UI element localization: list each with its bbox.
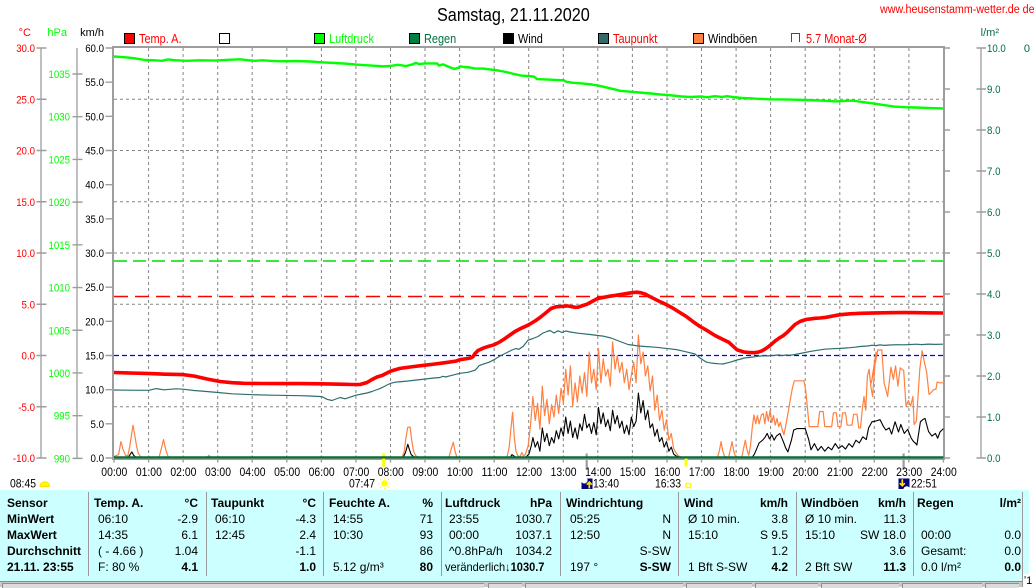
svg-text:08:45: 08:45 xyxy=(10,477,36,491)
svg-text:1035: 1035 xyxy=(49,69,71,81)
svg-text:hPa: hPa xyxy=(47,27,67,39)
svg-text:18:00: 18:00 xyxy=(723,465,749,479)
svg-text:3.0: 3.0 xyxy=(987,330,1001,342)
svg-text:19:00: 19:00 xyxy=(758,465,784,479)
svg-text:0: 0 xyxy=(1024,43,1030,55)
svg-text:1020: 1020 xyxy=(49,197,71,209)
svg-text:21:00: 21:00 xyxy=(827,465,853,479)
svg-text:6.0: 6.0 xyxy=(987,207,1001,219)
svg-text:15.0: 15.0 xyxy=(85,351,104,363)
svg-text:16:00: 16:00 xyxy=(654,465,680,479)
svg-text:17:00: 17:00 xyxy=(689,465,715,479)
svg-text:24:00: 24:00 xyxy=(931,465,957,479)
svg-text:01:00: 01:00 xyxy=(136,465,162,479)
svg-text:23:00: 23:00 xyxy=(896,465,922,479)
svg-text:09:00: 09:00 xyxy=(412,465,438,479)
svg-text:10.0: 10.0 xyxy=(987,43,1006,55)
svg-text:20.0: 20.0 xyxy=(85,316,104,328)
svg-text:22:51: 22:51 xyxy=(911,477,937,491)
svg-text:13:00: 13:00 xyxy=(551,465,577,479)
svg-text:03:00: 03:00 xyxy=(205,465,231,479)
svg-text:07:47: 07:47 xyxy=(349,477,375,491)
svg-text:10.0: 10.0 xyxy=(85,385,104,397)
svg-text:0.0: 0.0 xyxy=(987,453,1001,465)
svg-text:40.0: 40.0 xyxy=(85,180,104,192)
svg-text:1010: 1010 xyxy=(49,283,71,295)
svg-text:14:00: 14:00 xyxy=(585,465,611,479)
svg-text:5.0: 5.0 xyxy=(987,248,1001,260)
svg-text:°C: °C xyxy=(19,27,31,39)
svg-text:7.0: 7.0 xyxy=(987,166,1001,178)
svg-text:04:00: 04:00 xyxy=(240,465,266,479)
svg-text:5.0: 5.0 xyxy=(22,299,36,311)
svg-text:l/m²: l/m² xyxy=(981,27,1000,39)
svg-text:0.0: 0.0 xyxy=(22,351,36,363)
svg-text:4.0: 4.0 xyxy=(987,289,1001,301)
svg-text:5.0: 5.0 xyxy=(91,419,105,431)
svg-text:22:00: 22:00 xyxy=(862,465,888,479)
svg-text:06:00: 06:00 xyxy=(309,465,335,479)
svg-text:-10.0: -10.0 xyxy=(13,453,35,465)
svg-text:20.0: 20.0 xyxy=(16,146,35,158)
svg-text:1025: 1025 xyxy=(49,154,71,166)
svg-text:10.0: 10.0 xyxy=(16,248,35,260)
svg-text:1030: 1030 xyxy=(49,112,71,124)
svg-text:11:00: 11:00 xyxy=(481,465,507,479)
svg-text:8.0: 8.0 xyxy=(987,125,1001,137)
svg-text:55.0: 55.0 xyxy=(85,77,104,89)
svg-text:km/h: km/h xyxy=(80,27,104,39)
svg-text:35.0: 35.0 xyxy=(85,214,104,226)
svg-text:1015: 1015 xyxy=(49,240,71,252)
svg-text:15.0: 15.0 xyxy=(16,197,35,209)
svg-text:30.0: 30.0 xyxy=(16,43,35,55)
svg-text:60.0: 60.0 xyxy=(85,43,104,55)
svg-text:-5.0: -5.0 xyxy=(18,402,35,414)
svg-text:20:00: 20:00 xyxy=(793,465,819,479)
svg-text:990: 990 xyxy=(54,453,70,465)
svg-text:9.0: 9.0 xyxy=(987,84,1001,96)
svg-text:995: 995 xyxy=(54,411,70,423)
svg-text:05:00: 05:00 xyxy=(274,465,300,479)
svg-text:2.0: 2.0 xyxy=(987,371,1001,383)
svg-text:02:00: 02:00 xyxy=(170,465,196,479)
svg-text:1000: 1000 xyxy=(49,368,71,380)
svg-text:1.0: 1.0 xyxy=(987,412,1001,424)
svg-text:07:00: 07:00 xyxy=(343,465,369,479)
svg-text:13:40: 13:40 xyxy=(593,477,619,491)
svg-text:50.0: 50.0 xyxy=(85,111,104,123)
svg-text:00:00: 00:00 xyxy=(101,465,127,479)
svg-text:45.0: 45.0 xyxy=(85,146,104,158)
svg-text:12:00: 12:00 xyxy=(516,465,542,479)
svg-text:1005: 1005 xyxy=(49,325,71,337)
svg-text:08:00: 08:00 xyxy=(378,465,404,479)
svg-text:25.0: 25.0 xyxy=(16,94,35,106)
svg-text:10:00: 10:00 xyxy=(447,465,473,479)
svg-text:16:33: 16:33 xyxy=(655,477,681,491)
svg-text:15:00: 15:00 xyxy=(620,465,646,479)
svg-text:30.0: 30.0 xyxy=(85,248,104,260)
svg-text:25.0: 25.0 xyxy=(85,282,104,294)
svg-text:0.0: 0.0 xyxy=(91,453,105,465)
